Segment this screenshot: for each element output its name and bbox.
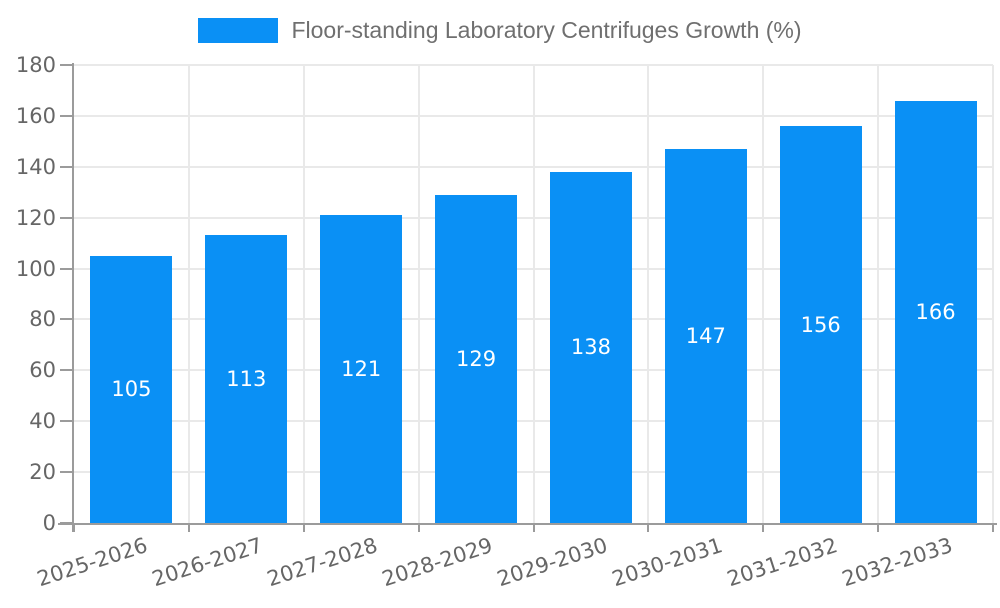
y-tick <box>60 318 74 321</box>
x-tick <box>762 523 765 532</box>
v-gridline <box>992 65 994 523</box>
x-tick <box>302 523 305 532</box>
v-gridline <box>187 65 190 523</box>
v-gridline <box>647 65 650 523</box>
y-tick <box>60 267 74 270</box>
bar-value-label: 121 <box>341 357 382 382</box>
y-tick-label: 0 <box>42 511 56 535</box>
y-tick-label: 120 <box>15 205 56 230</box>
x-tick <box>992 523 994 532</box>
y-tick <box>60 165 74 168</box>
x-tick <box>417 523 420 532</box>
bar-value-label: 138 <box>570 335 611 360</box>
y-tick-label: 20 <box>29 460 56 485</box>
x-tick <box>877 523 880 532</box>
v-gridline <box>762 65 765 523</box>
x-tick <box>187 523 190 532</box>
bar <box>205 235 288 523</box>
y-tick <box>60 420 74 423</box>
bar-value-label: 105 <box>111 377 152 402</box>
v-gridline <box>302 65 305 523</box>
x-tick <box>73 523 75 532</box>
y-tick <box>60 471 74 474</box>
legend: Floor-standing Laboratory Centrifuges Gr… <box>0 18 1000 43</box>
v-gridline <box>417 65 420 523</box>
bar <box>549 171 632 523</box>
y-tick-label: 60 <box>29 358 56 383</box>
y-tick-label: 100 <box>15 256 56 281</box>
y-axis-line <box>72 63 74 532</box>
bar-value-label: 166 <box>915 299 956 324</box>
bar <box>435 194 518 523</box>
bar-value-label: 113 <box>226 367 267 392</box>
bar-value-label: 147 <box>685 323 726 348</box>
y-tick <box>60 64 74 66</box>
bar <box>320 215 403 523</box>
x-axis-line <box>58 523 997 525</box>
bar <box>779 126 862 523</box>
y-tick <box>60 216 74 219</box>
y-tick-label: 180 <box>15 53 56 77</box>
legend-label: Floor-standing Laboratory Centrifuges Gr… <box>291 17 802 43</box>
bar-value-label: 156 <box>800 312 841 337</box>
bar-value-label: 129 <box>456 346 497 371</box>
y-tick <box>60 369 74 372</box>
legend-swatch <box>198 18 279 43</box>
bar <box>894 100 977 523</box>
bar <box>90 255 173 523</box>
x-tick <box>532 523 535 532</box>
y-tick-label: 140 <box>15 154 56 179</box>
y-tick-label: 80 <box>29 307 56 332</box>
y-tick-label: 160 <box>15 103 56 128</box>
y-tick-label: 40 <box>29 409 56 434</box>
bar <box>664 148 747 523</box>
x-tick <box>647 523 650 532</box>
v-gridline <box>877 65 880 523</box>
y-tick <box>60 114 74 117</box>
v-gridline <box>532 65 535 523</box>
